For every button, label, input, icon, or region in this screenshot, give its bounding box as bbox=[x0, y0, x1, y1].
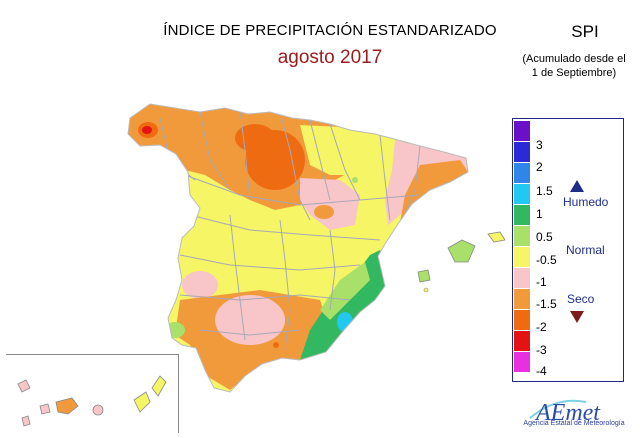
legend-swatch bbox=[514, 289, 530, 310]
legend-swatch bbox=[514, 184, 530, 205]
legend-tick: 0.5 bbox=[536, 230, 553, 244]
legend-swatch bbox=[514, 247, 530, 268]
legend-color-bar bbox=[514, 121, 530, 377]
balearic-islands bbox=[417, 231, 506, 293]
legend-normal-label: Normal bbox=[566, 243, 605, 257]
spi-label: SPI bbox=[571, 22, 599, 41]
canary-inset-frame bbox=[6, 354, 179, 433]
legend-tick: 1 bbox=[536, 207, 543, 221]
spi-note: (Acumulado desde el 1 de Septiembre) bbox=[510, 52, 638, 80]
legend-swatch bbox=[514, 226, 530, 247]
legend-tick: 3 bbox=[536, 138, 543, 152]
spi-note-line2: 1 de Septiembre) bbox=[531, 67, 617, 79]
legend-tick: -3 bbox=[536, 343, 547, 357]
legend-tick: -2 bbox=[536, 320, 547, 334]
legend-swatch bbox=[514, 163, 530, 184]
legend-frame bbox=[512, 118, 624, 382]
dry-arrow-icon bbox=[570, 311, 584, 323]
legend-humid-label: Humedo bbox=[563, 195, 609, 209]
legend-tick: -0.5 bbox=[536, 253, 557, 267]
spi-note-line1: (Acumulado desde el bbox=[522, 53, 626, 65]
legend-swatch bbox=[514, 268, 530, 289]
legend-tick: 2 bbox=[536, 160, 543, 174]
legend-swatch bbox=[514, 331, 530, 352]
legend-swatch bbox=[514, 310, 530, 331]
aemet-logo-text: AEmet bbox=[534, 400, 601, 426]
spain-outline bbox=[127, 103, 469, 393]
legend-swatch bbox=[514, 121, 530, 142]
humid-arrow-icon bbox=[570, 180, 584, 192]
legend-tick: 1.5 bbox=[536, 184, 553, 198]
page-subtitle: agosto 2017 bbox=[277, 47, 383, 68]
legend-swatch bbox=[514, 352, 530, 373]
legend-swatch bbox=[514, 205, 530, 226]
legend-tick: -1 bbox=[536, 275, 547, 289]
aemet-logo: AEmet bbox=[529, 399, 601, 426]
legend-tick: -4 bbox=[536, 364, 547, 378]
canary-islands bbox=[17, 375, 167, 427]
legend-dry-label: Seco bbox=[567, 292, 595, 306]
legend-tick: -1.5 bbox=[536, 297, 557, 311]
aemet-logo-subtext: Agencia Estatal de Meteorología bbox=[523, 420, 625, 427]
page-title: ÍNDICE DE PRECIPITACIÓN ESTANDARIZADO bbox=[163, 22, 497, 39]
legend-swatch bbox=[514, 142, 530, 163]
